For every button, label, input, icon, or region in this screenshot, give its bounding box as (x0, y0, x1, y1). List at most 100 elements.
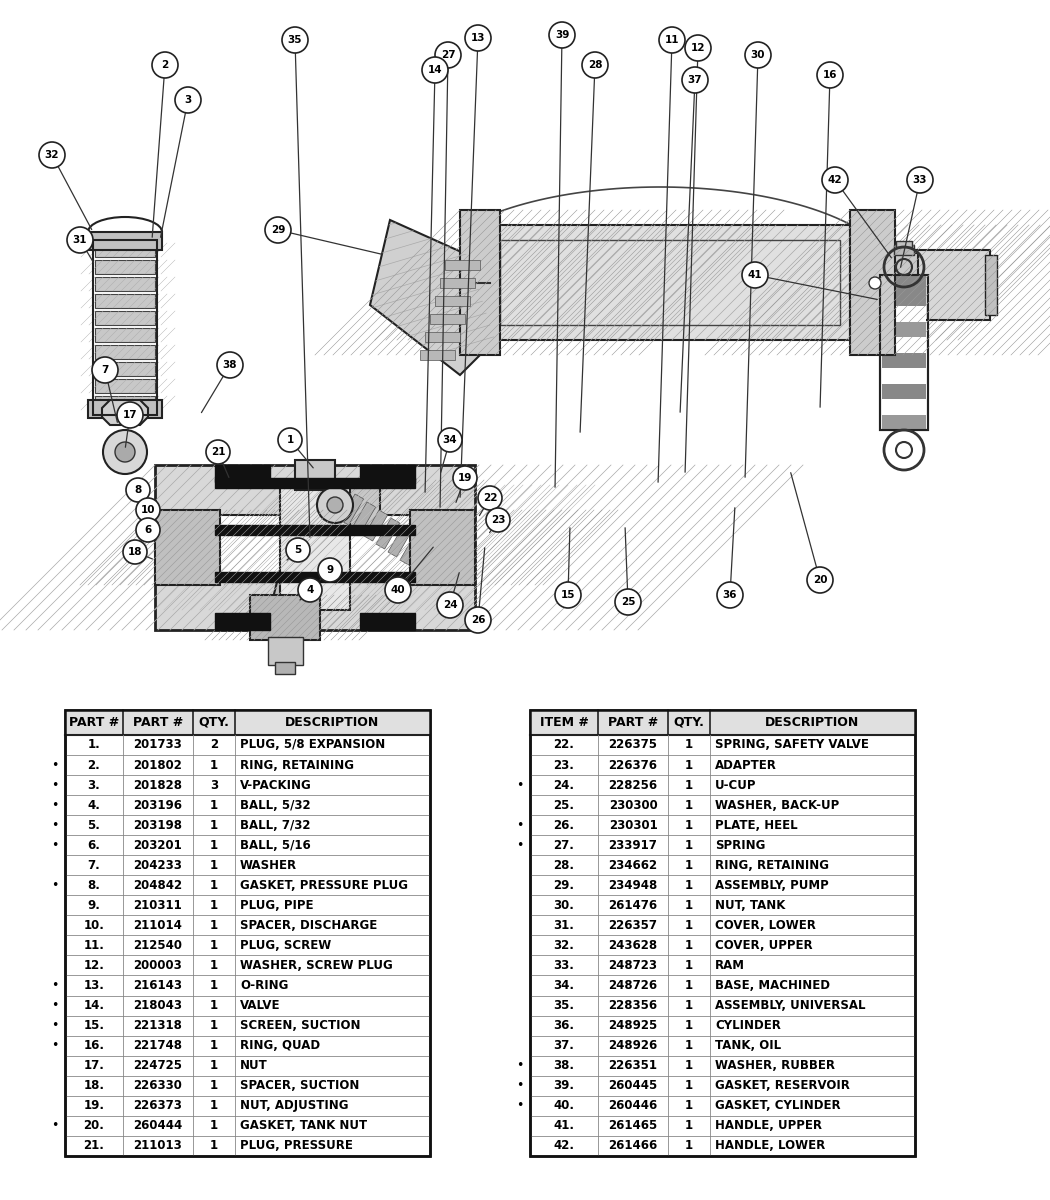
Text: 3.: 3. (87, 779, 101, 792)
Text: 34.: 34. (553, 979, 574, 992)
Bar (155, 510, 220, 584)
Text: 226375: 226375 (609, 738, 657, 751)
Bar (882, 353, 926, 368)
Text: 230301: 230301 (609, 818, 657, 832)
Bar (894, 245, 914, 254)
Text: 31: 31 (72, 235, 87, 245)
Text: •: • (517, 1079, 524, 1092)
Text: 23.: 23. (553, 758, 574, 772)
Text: BALL, 5/32: BALL, 5/32 (240, 799, 311, 811)
Text: GASKET, RESERVOIR: GASKET, RESERVOIR (715, 1079, 849, 1092)
Text: 210311: 210311 (133, 899, 183, 912)
Text: 226376: 226376 (609, 758, 657, 772)
Text: 10.: 10. (84, 919, 104, 932)
Text: GASKET, TANK NUT: GASKET, TANK NUT (240, 1120, 368, 1133)
Text: SPACER, DISCHARGE: SPACER, DISCHARGE (240, 919, 377, 932)
Bar (215, 572, 415, 582)
Circle shape (742, 262, 768, 288)
Text: 14.: 14. (84, 1000, 105, 1012)
Text: 221318: 221318 (133, 1019, 183, 1032)
Text: 2: 2 (210, 738, 218, 751)
Text: 1: 1 (685, 1120, 693, 1133)
Text: GASKET, CYLINDER: GASKET, CYLINDER (715, 1099, 841, 1112)
Text: •: • (51, 1019, 59, 1032)
Circle shape (103, 430, 147, 474)
Text: GASKET, PRESSURE PLUG: GASKET, PRESSURE PLUG (240, 878, 408, 892)
Bar (400, 534, 423, 565)
Text: 248726: 248726 (608, 979, 657, 992)
Text: 203198: 203198 (133, 818, 183, 832)
Text: 41.: 41. (553, 1120, 574, 1133)
Circle shape (615, 589, 640, 614)
Text: 1: 1 (685, 979, 693, 992)
Text: 38.: 38. (553, 1060, 574, 1072)
Circle shape (907, 167, 933, 193)
Bar (215, 613, 270, 630)
Text: •: • (51, 758, 59, 772)
Bar (360, 613, 415, 630)
Text: 15.: 15. (84, 1019, 105, 1032)
Circle shape (746, 42, 771, 68)
Text: 2: 2 (162, 60, 169, 70)
Text: •: • (51, 1039, 59, 1052)
Text: 1: 1 (685, 899, 693, 912)
Bar (530, 709, 915, 1156)
Circle shape (278, 428, 302, 452)
Circle shape (175, 86, 201, 113)
Text: 30: 30 (751, 50, 765, 60)
Text: QTY.: QTY. (198, 716, 230, 728)
Circle shape (582, 52, 608, 78)
Text: 200003: 200003 (133, 959, 183, 972)
Text: 1: 1 (210, 919, 218, 932)
Circle shape (869, 277, 881, 289)
Text: CYLINDER: CYLINDER (715, 1019, 781, 1032)
Text: 3: 3 (210, 779, 218, 792)
Bar (424, 550, 447, 581)
Text: 1: 1 (685, 818, 693, 832)
Text: 31.: 31. (553, 919, 574, 932)
Text: 1: 1 (210, 1060, 218, 1072)
Circle shape (286, 538, 310, 562)
Circle shape (116, 442, 135, 462)
Bar (280, 485, 350, 610)
Bar (94, 362, 155, 376)
Text: 201802: 201802 (133, 758, 183, 772)
Text: WASHER, SCREW PLUG: WASHER, SCREW PLUG (240, 959, 393, 972)
Text: 1: 1 (685, 738, 693, 751)
Circle shape (152, 52, 179, 78)
Bar (412, 542, 436, 572)
Bar (850, 210, 895, 355)
Text: 1: 1 (685, 959, 693, 972)
Circle shape (478, 486, 502, 510)
Text: HANDLE, LOWER: HANDLE, LOWER (715, 1139, 825, 1152)
Bar (295, 460, 335, 490)
Bar (215, 478, 415, 488)
Text: 28.: 28. (553, 859, 574, 871)
Bar (215, 526, 415, 535)
Text: 38: 38 (223, 360, 237, 370)
Text: ITEM #: ITEM # (540, 716, 588, 728)
Circle shape (136, 518, 160, 542)
Text: 1: 1 (685, 1139, 693, 1152)
Text: 33.: 33. (553, 959, 574, 972)
Bar (880, 275, 928, 430)
Circle shape (136, 498, 160, 522)
Text: 1: 1 (210, 839, 218, 852)
Text: PLUG, PIPE: PLUG, PIPE (240, 899, 314, 912)
Bar (445, 260, 480, 270)
Text: 211014: 211014 (133, 919, 183, 932)
Text: SCREEN, SUCTION: SCREEN, SUCTION (240, 1019, 360, 1032)
Bar (360, 464, 415, 482)
Text: 42.: 42. (553, 1139, 574, 1152)
Text: ASSEMBLY, PUMP: ASSEMBLY, PUMP (715, 878, 828, 892)
Circle shape (465, 25, 491, 50)
Text: 11: 11 (665, 35, 679, 44)
Text: 24.: 24. (553, 779, 574, 792)
Text: O-RING: O-RING (240, 979, 289, 992)
Bar (882, 368, 926, 384)
Bar (460, 210, 500, 355)
Bar (94, 277, 155, 290)
Text: 37: 37 (688, 74, 702, 85)
Text: 21.: 21. (84, 1139, 104, 1152)
Text: DESCRIPTION: DESCRIPTION (765, 716, 860, 728)
